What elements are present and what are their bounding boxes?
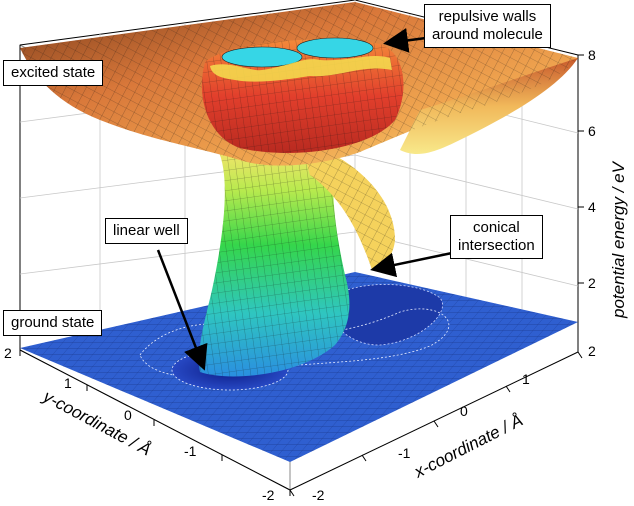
y-tick-label: 2 xyxy=(4,345,12,361)
y-tick-label: 0 xyxy=(124,407,132,423)
y-tick-label: -1 xyxy=(184,443,197,459)
x-tick-label: -2 xyxy=(312,487,325,503)
label-ground-state: ground state xyxy=(3,310,103,336)
label-repulsive-walls-line2: around molecule xyxy=(432,26,543,43)
y-tick-label: -2 xyxy=(262,487,275,503)
label-repulsive-walls-line1: repulsive walls xyxy=(438,8,537,25)
conical-stem-mesh xyxy=(199,150,350,377)
annotation-arrows xyxy=(156,27,453,371)
repulsive-wall-top-left xyxy=(221,46,303,68)
x-tick-label: -1 xyxy=(398,445,411,461)
label-excited-state: excited state xyxy=(3,60,104,86)
z-tick-label: 8 xyxy=(588,47,596,63)
y-axis xyxy=(19,350,291,496)
label-conical-intersection: conical intersection xyxy=(450,215,543,259)
y-tick-label: 1 xyxy=(64,375,72,391)
ground-state-mesh xyxy=(20,272,578,462)
label-conical-line2: intersection xyxy=(458,237,535,254)
x-axis xyxy=(289,351,583,497)
label-repulsive-walls: repulsive walls around molecule xyxy=(424,4,551,48)
label-linear-well: linear well xyxy=(105,218,188,244)
z-axis xyxy=(578,54,584,284)
x-tick-label: 1 xyxy=(522,371,530,387)
floor-right-well xyxy=(328,284,443,346)
repulsive-wall-top-right xyxy=(296,37,374,59)
x-tick-label: 2 xyxy=(588,343,596,359)
linear-well-contour xyxy=(171,349,289,391)
z-tick-label: 2 xyxy=(588,275,596,291)
x-axis-title: x-coordinate / Å xyxy=(410,411,526,482)
label-conical-line1: conical xyxy=(473,219,520,236)
z-tick-label: 6 xyxy=(588,123,596,139)
z-tick-label: 4 xyxy=(588,199,596,215)
repulsive-wall-yellow-band xyxy=(210,56,392,82)
z-axis-title: potential energy / eV xyxy=(609,160,628,319)
x-tick-label: 0 xyxy=(460,403,468,419)
yellow-fold-mesh xyxy=(300,140,395,270)
